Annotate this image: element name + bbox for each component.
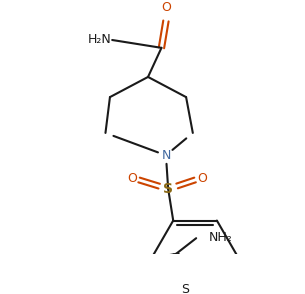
Text: S: S	[181, 283, 189, 294]
Text: O: O	[127, 172, 137, 185]
Text: O: O	[197, 172, 207, 185]
Text: NH₂: NH₂	[209, 230, 232, 244]
Text: S: S	[163, 182, 173, 196]
Text: H₂N: H₂N	[88, 34, 112, 46]
Text: O: O	[161, 1, 171, 14]
Text: N: N	[161, 149, 170, 162]
